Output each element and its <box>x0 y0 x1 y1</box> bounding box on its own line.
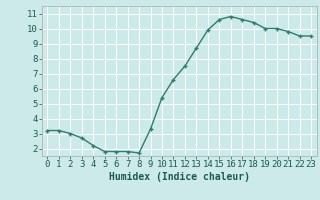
X-axis label: Humidex (Indice chaleur): Humidex (Indice chaleur) <box>109 172 250 182</box>
